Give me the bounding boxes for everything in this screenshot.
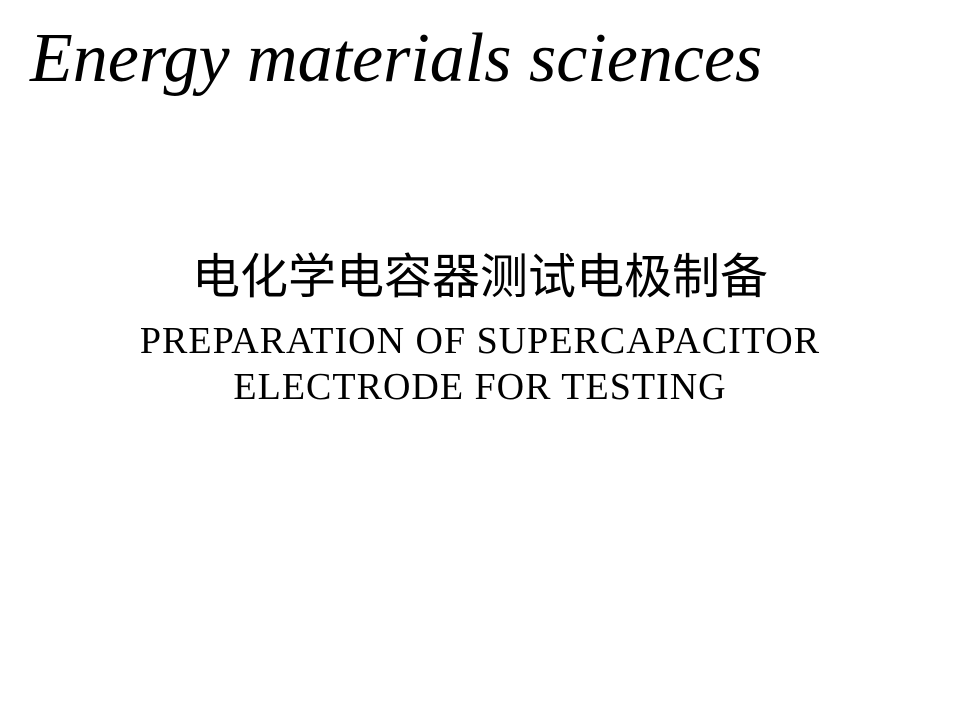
page-heading: Energy materials sciences: [30, 20, 930, 97]
chinese-title: 电化学电容器测试电极制备: [30, 237, 930, 307]
content-area: 电化学电容器测试电极制备 Preparation of supercapacit…: [30, 237, 930, 410]
english-title: Preparation of supercapacitor electrode …: [30, 319, 930, 410]
slide-container: Energy materials sciences 电化学电容器测试电极制备 P…: [0, 0, 960, 720]
